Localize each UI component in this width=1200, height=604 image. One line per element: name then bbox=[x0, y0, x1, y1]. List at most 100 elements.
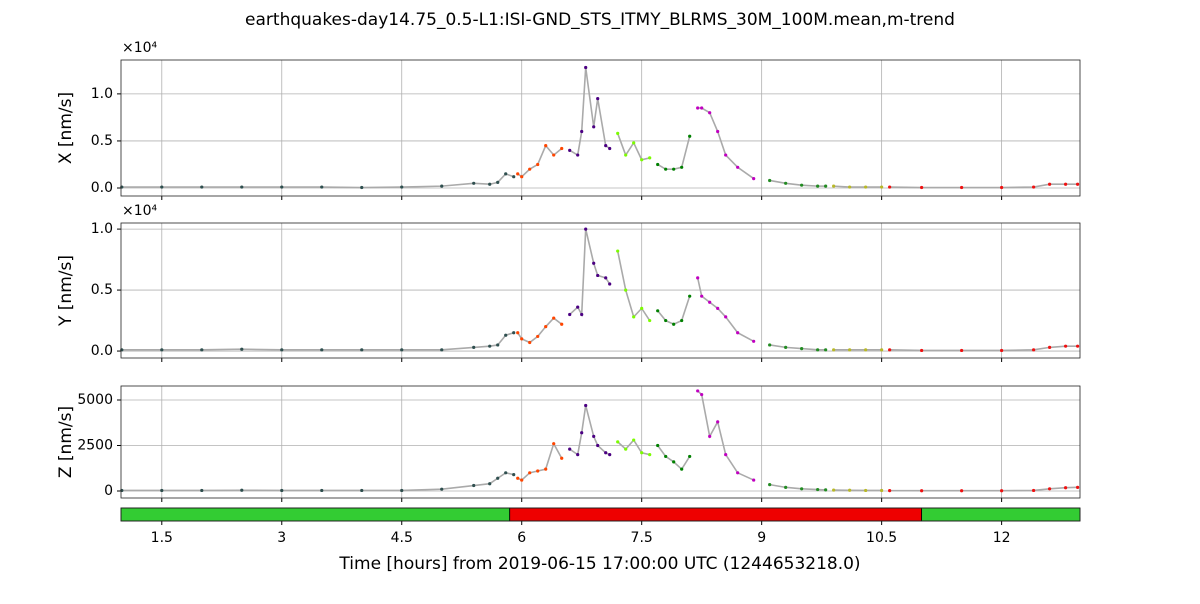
data-point bbox=[488, 345, 491, 348]
data-point bbox=[784, 486, 787, 489]
data-point bbox=[832, 185, 835, 188]
data-point bbox=[520, 337, 523, 340]
data-point bbox=[724, 315, 727, 318]
y-tick-label: 0 bbox=[104, 483, 113, 499]
data-point bbox=[768, 483, 771, 486]
y-tick-label: 0.5 bbox=[91, 282, 113, 298]
data-point bbox=[700, 393, 703, 396]
x-tick-label: 9 bbox=[757, 530, 766, 546]
data-point bbox=[160, 348, 163, 351]
data-point bbox=[528, 471, 531, 474]
data-point bbox=[724, 153, 727, 156]
data-point bbox=[960, 186, 963, 189]
data-point bbox=[664, 168, 667, 171]
data-point bbox=[800, 347, 803, 350]
data-point bbox=[688, 295, 691, 298]
trend-line bbox=[618, 440, 650, 455]
data-point bbox=[560, 147, 563, 150]
trend-line bbox=[834, 186, 882, 187]
data-point bbox=[768, 343, 771, 346]
trend-line bbox=[122, 174, 514, 188]
data-point bbox=[920, 349, 923, 352]
data-point bbox=[816, 348, 819, 351]
data-point bbox=[768, 179, 771, 182]
y-tick-label: 0.0 bbox=[91, 180, 113, 196]
data-point bbox=[536, 163, 539, 166]
data-point bbox=[824, 348, 827, 351]
data-point bbox=[680, 319, 683, 322]
data-point bbox=[400, 185, 403, 188]
data-point bbox=[688, 455, 691, 458]
data-point bbox=[512, 331, 515, 334]
data-point bbox=[400, 489, 403, 492]
x-tick-label: 12 bbox=[993, 530, 1011, 546]
data-point bbox=[592, 262, 595, 265]
data-point bbox=[616, 249, 619, 252]
data-point bbox=[580, 130, 583, 133]
data-point bbox=[596, 444, 599, 447]
data-point bbox=[320, 489, 323, 492]
data-point bbox=[800, 184, 803, 187]
data-point bbox=[960, 489, 963, 492]
data-point bbox=[544, 325, 547, 328]
data-point bbox=[240, 348, 243, 351]
trend-line bbox=[122, 333, 514, 350]
x-tick-label: 1.5 bbox=[151, 530, 173, 546]
y-tick-label: 1.0 bbox=[91, 221, 113, 237]
x-tick-label: 10.5 bbox=[866, 530, 897, 546]
data-point bbox=[400, 348, 403, 351]
data-point bbox=[624, 288, 627, 291]
data-point bbox=[320, 185, 323, 188]
data-point bbox=[200, 489, 203, 492]
data-point bbox=[592, 435, 595, 438]
data-point bbox=[736, 471, 739, 474]
data-point bbox=[880, 348, 883, 351]
data-point bbox=[632, 438, 635, 441]
plot-frame bbox=[121, 223, 1080, 358]
data-point bbox=[624, 448, 627, 451]
trend-line bbox=[570, 405, 610, 454]
data-point bbox=[736, 331, 739, 334]
data-point bbox=[724, 453, 727, 456]
data-point bbox=[160, 489, 163, 492]
data-point bbox=[708, 301, 711, 304]
data-point bbox=[640, 158, 643, 161]
data-point bbox=[608, 147, 611, 150]
data-point bbox=[700, 295, 703, 298]
data-point bbox=[240, 185, 243, 188]
data-point bbox=[200, 348, 203, 351]
data-point bbox=[1048, 183, 1051, 186]
data-point bbox=[584, 227, 587, 230]
data-point bbox=[800, 487, 803, 490]
data-point bbox=[696, 106, 699, 109]
data-point bbox=[360, 348, 363, 351]
data-point bbox=[576, 453, 579, 456]
data-point bbox=[360, 489, 363, 492]
plot-frame bbox=[121, 60, 1080, 196]
data-point bbox=[592, 125, 595, 128]
trend-line bbox=[570, 229, 610, 314]
data-point bbox=[888, 348, 891, 351]
data-point bbox=[604, 276, 607, 279]
data-point bbox=[696, 276, 699, 279]
data-point bbox=[568, 149, 571, 152]
data-point bbox=[824, 488, 827, 491]
data-point bbox=[528, 168, 531, 171]
data-point bbox=[504, 172, 507, 175]
data-point bbox=[1032, 185, 1035, 188]
data-point bbox=[816, 488, 819, 491]
data-point bbox=[504, 471, 507, 474]
data-point bbox=[280, 348, 283, 351]
data-point bbox=[752, 177, 755, 180]
data-point bbox=[604, 144, 607, 147]
data-point bbox=[648, 319, 651, 322]
data-point bbox=[472, 182, 475, 185]
data-point bbox=[160, 185, 163, 188]
data-point bbox=[656, 444, 659, 447]
data-point bbox=[584, 66, 587, 69]
data-point bbox=[1032, 489, 1035, 492]
data-point bbox=[520, 478, 523, 481]
x-tick-label: 6 bbox=[517, 530, 526, 546]
data-point bbox=[920, 489, 923, 492]
